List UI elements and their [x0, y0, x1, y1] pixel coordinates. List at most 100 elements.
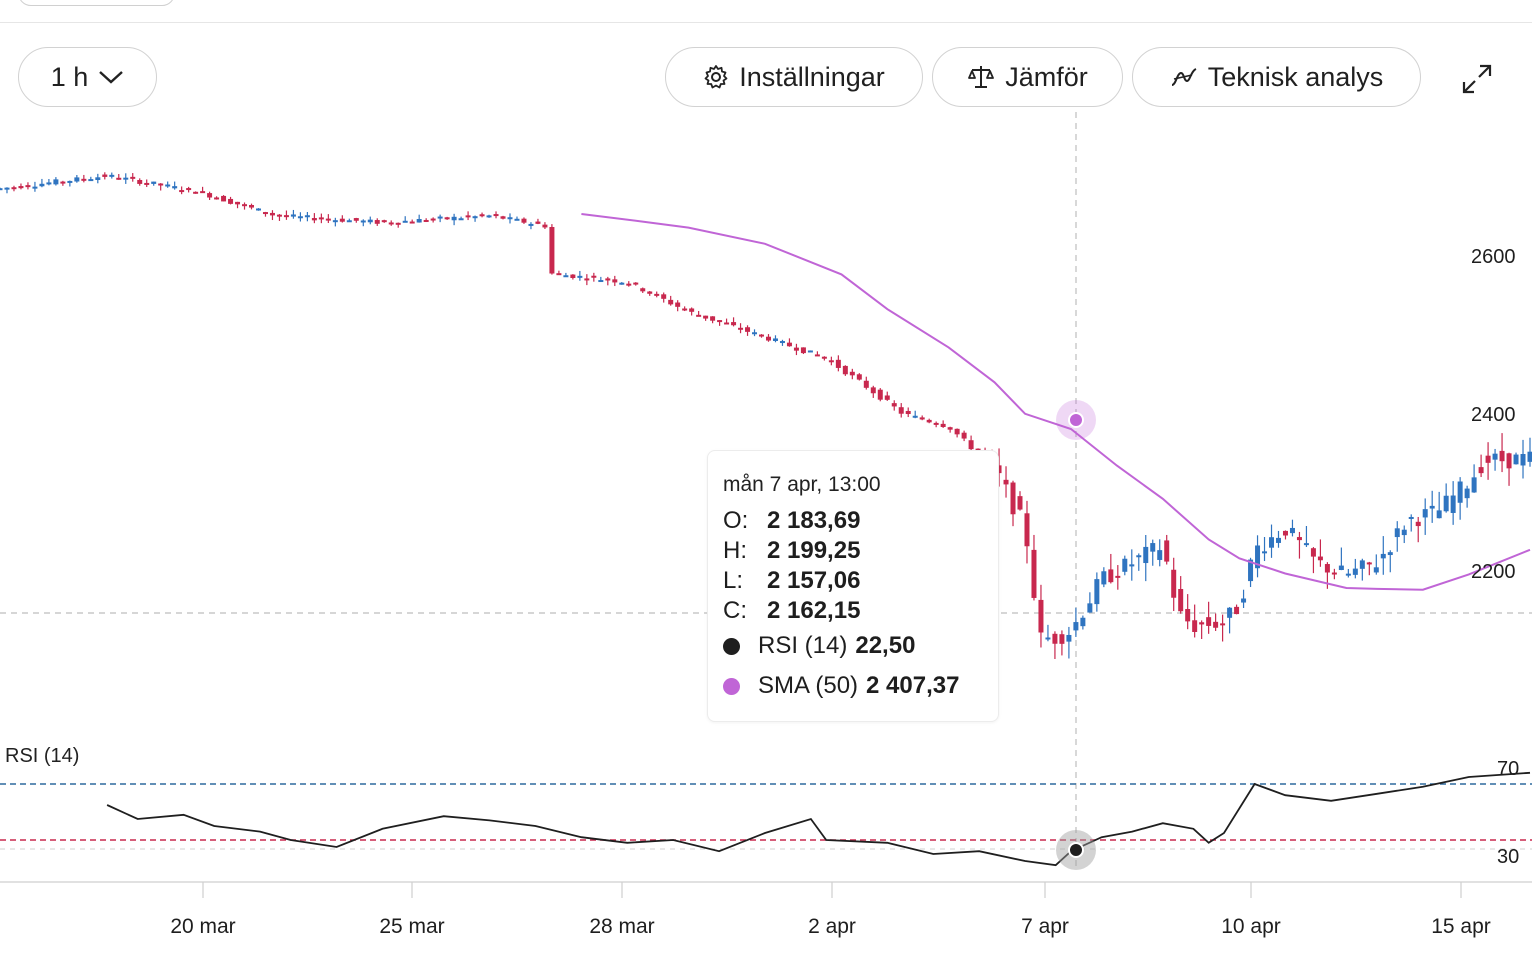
- y-tick-label: 2200: [1471, 561, 1516, 583]
- candle-body: [18, 186, 24, 189]
- candle-body: [402, 220, 408, 223]
- gear-icon: [703, 64, 729, 90]
- candle-body: [458, 218, 464, 221]
- candle-body: [710, 316, 716, 321]
- candle-body: [549, 227, 555, 274]
- candle-body: [905, 410, 911, 415]
- tooltip-date: mån 7 apr, 13:00: [723, 473, 881, 496]
- candle-body: [1303, 543, 1309, 546]
- candle-body: [772, 338, 778, 342]
- candle-body: [1387, 552, 1393, 556]
- candle-body: [745, 327, 751, 332]
- candle-body: [1373, 567, 1379, 573]
- candle-body: [242, 204, 248, 207]
- candle-body: [1492, 453, 1498, 460]
- candle-body: [661, 294, 667, 299]
- compare-label: Jämför: [1005, 61, 1088, 92]
- candle-body: [346, 220, 352, 223]
- scale-icon: [967, 63, 995, 91]
- x-tick-label: 15 apr: [1431, 915, 1491, 938]
- candle-body: [556, 273, 562, 276]
- rsi-line: [106, 771, 1531, 867]
- candle-body: [1262, 551, 1268, 554]
- candle-body: [870, 387, 876, 394]
- candle-body: [1115, 575, 1121, 578]
- candle-body: [1178, 588, 1184, 612]
- tooltip-close: C: 2 162,15: [723, 597, 861, 624]
- candle-body: [612, 279, 618, 283]
- candle-body: [563, 275, 569, 278]
- candle-body: [123, 177, 129, 180]
- candle-body: [46, 182, 52, 185]
- candle-body: [912, 415, 918, 418]
- candle-body: [835, 359, 841, 368]
- candle-body: [367, 219, 373, 223]
- candle-body: [1331, 572, 1337, 575]
- candle-body: [1066, 634, 1072, 642]
- tooltip-low: L: 2 157,06: [723, 567, 861, 594]
- candle-body: [304, 215, 310, 218]
- candle-body: [214, 197, 220, 200]
- candle-body: [1450, 495, 1456, 513]
- candle-body: [514, 218, 520, 221]
- candle-body: [249, 204, 255, 208]
- candle-body: [137, 179, 143, 184]
- technical-analysis-button[interactable]: Teknisk analys: [1132, 47, 1421, 107]
- candle-body: [1275, 537, 1281, 543]
- technical-analysis-label: Teknisk analys: [1207, 61, 1384, 92]
- rsi-legend-dot: [723, 637, 740, 655]
- candle-body: [102, 174, 108, 177]
- candle-body: [1338, 565, 1344, 571]
- candle-body: [228, 198, 234, 204]
- candle-body: [179, 190, 185, 193]
- settings-button[interactable]: Inställningar: [665, 47, 923, 107]
- candle-body: [1289, 527, 1295, 534]
- candle-body: [807, 350, 813, 353]
- candle-body: [1436, 510, 1442, 519]
- candle-body: [472, 216, 478, 219]
- candle-body: [67, 180, 73, 183]
- chevron-down-icon: [98, 69, 124, 85]
- candle-body: [1045, 637, 1051, 640]
- candle-body: [1241, 598, 1247, 603]
- candle-body: [221, 195, 227, 202]
- expand-icon[interactable]: [1458, 60, 1496, 98]
- candle-body: [689, 308, 695, 312]
- candle-body: [269, 212, 275, 216]
- tooltip-rsi: RSI (14) 22,50: [723, 632, 915, 660]
- candle-body: [570, 274, 576, 278]
- candle-body: [409, 221, 415, 224]
- candle-body: [235, 201, 241, 205]
- candle-body: [486, 215, 492, 218]
- candle-body: [479, 214, 485, 217]
- candle-body: [849, 371, 855, 376]
- candle-body: [996, 465, 1002, 474]
- candle-body: [1248, 559, 1254, 582]
- candle-body: [926, 419, 932, 423]
- candle-body: [290, 214, 296, 217]
- candle-body: [74, 177, 80, 182]
- candle-body: [682, 308, 688, 311]
- candle-body: [109, 174, 115, 177]
- candle-body: [521, 218, 527, 223]
- candle-body: [703, 315, 709, 319]
- candle-body: [1227, 607, 1233, 618]
- candle-body: [311, 218, 317, 221]
- candle-body: [39, 183, 45, 187]
- candle-body: [416, 219, 422, 223]
- compare-button[interactable]: Jämför: [932, 47, 1123, 107]
- candle-body: [1464, 488, 1470, 499]
- candle-body: [731, 322, 737, 326]
- tooltip-open: O: 2 183,69: [723, 507, 861, 534]
- candle-body: [633, 282, 639, 285]
- candle-body: [353, 218, 359, 221]
- candle-body: [842, 365, 848, 375]
- interval-dropdown[interactable]: 1 h: [18, 47, 157, 107]
- candle-body: [1394, 528, 1400, 538]
- candle-body: [1401, 529, 1407, 536]
- candle-body: [1513, 454, 1519, 465]
- candle-body: [500, 216, 506, 219]
- candle-body: [144, 182, 150, 185]
- candle-body: [591, 275, 597, 278]
